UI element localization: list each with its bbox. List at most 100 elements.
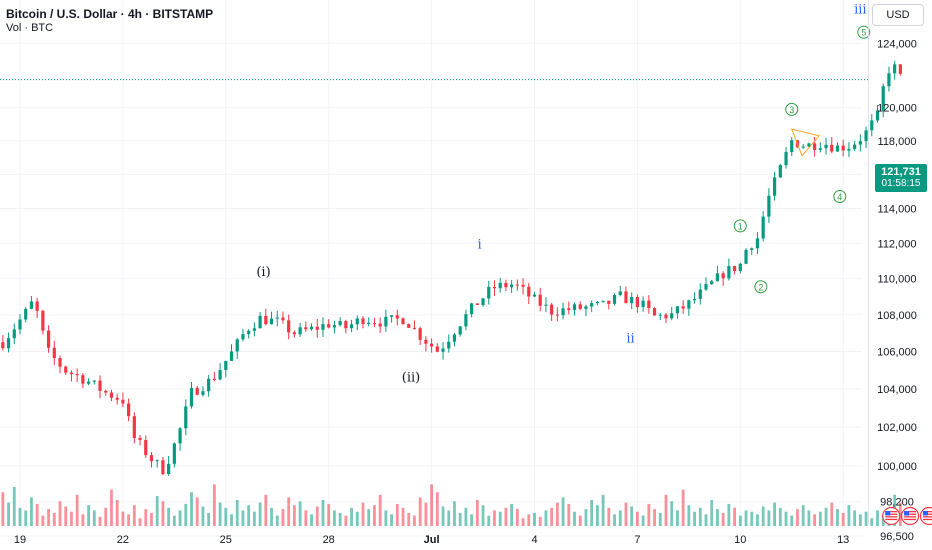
candle-body: [830, 144, 834, 152]
volume-bar: [836, 509, 839, 526]
volume-bar: [498, 511, 502, 526]
volume-bar: [81, 514, 85, 526]
candle-body: [252, 328, 256, 331]
candle-body: [304, 327, 308, 330]
volume-bar: [132, 505, 136, 526]
candle-body: [710, 281, 714, 285]
wave-label-major: (ii): [402, 370, 420, 385]
volume-indicator-label[interactable]: Vol · BTC: [6, 22, 54, 34]
volume-bar: [115, 500, 119, 526]
volume-bar: [207, 513, 211, 526]
candle-body: [670, 313, 674, 319]
candle-body: [269, 318, 274, 325]
volume-bar: [693, 511, 696, 526]
candle-body: [761, 216, 765, 239]
candle-body: [652, 308, 657, 316]
event-flags[interactable]: [882, 506, 932, 526]
volume-bar: [493, 510, 496, 526]
economic-event-flag[interactable]: [900, 506, 920, 526]
volume-bar: [150, 513, 153, 526]
bar-countdown: 01:58:15: [881, 178, 921, 189]
candle-body: [847, 148, 851, 151]
candle-body: [132, 416, 136, 438]
current-price-badge: 121,731 01:58:15: [875, 164, 927, 192]
candle-body: [870, 120, 874, 131]
volume-bar: [750, 511, 754, 526]
wave-label-sub: 4: [837, 192, 842, 202]
candle-body: [624, 291, 628, 304]
candle-body: [264, 315, 268, 325]
volume-bar: [653, 509, 656, 526]
volume-bar: [435, 492, 439, 526]
economic-event-flag[interactable]: [919, 506, 932, 526]
volume-bar: [733, 507, 736, 526]
candle-body: [595, 301, 599, 304]
volume-bar: [567, 503, 571, 526]
candle-body: [430, 343, 434, 347]
volume-bar: [41, 515, 45, 526]
currency-button[interactable]: USD: [872, 4, 924, 26]
volume-bar: [555, 502, 559, 526]
candle-body: [75, 374, 79, 376]
volume-bar: [18, 507, 22, 526]
candle-body: [635, 296, 639, 308]
volume-bar: [590, 500, 594, 526]
candle-body: [281, 317, 285, 321]
candle-body: [687, 300, 691, 309]
volume-bar: [327, 503, 331, 526]
candle-body: [172, 443, 176, 464]
time-tick-label: 22: [117, 534, 129, 546]
candle-body: [161, 460, 165, 475]
volume-bar: [801, 505, 805, 526]
volume-bar: [641, 515, 645, 526]
volume-bar: [481, 505, 485, 526]
candle-body: [475, 303, 479, 305]
candle-body: [104, 390, 108, 393]
wave-label-sub: 3: [789, 105, 794, 115]
candle-body: [212, 378, 216, 380]
candle-body: [115, 397, 119, 400]
volume-bar: [190, 492, 193, 526]
volume-bar: [704, 514, 708, 526]
volume-bar: [778, 507, 782, 526]
time-axis[interactable]: 19222528Jul4710131619222528Aug4: [14, 534, 932, 546]
volume-bar: [681, 489, 685, 526]
volume-bar: [533, 513, 536, 526]
volume-bar: [630, 506, 634, 526]
triangle-pattern: [790, 128, 821, 157]
wave-annotations: (i)(ii)(iii)(iv)(v)iiiiiiivv12345: [256, 2, 871, 385]
volume-bar: [127, 514, 131, 526]
candle-body: [372, 322, 377, 324]
volume-bar: [595, 505, 599, 526]
volume-bar: [670, 501, 674, 526]
candle-body: [538, 294, 542, 306]
candle-body: [492, 286, 497, 289]
volume-bar: [121, 511, 125, 526]
volume-bar: [847, 505, 851, 526]
candle-body: [258, 315, 262, 329]
volume-bar: [155, 496, 159, 526]
candle-body: [590, 303, 594, 307]
flag-stripe: [885, 516, 898, 518]
price-axis[interactable]: 132,000128,000124,000120,000118,000116,0…: [877, 0, 917, 543]
volume-bar: [407, 513, 411, 526]
flag-stripe: [885, 511, 898, 513]
volume-bar: [395, 503, 399, 526]
volume-bar: [367, 509, 371, 526]
candle-body: [458, 326, 462, 335]
price-tick-label: 108,000: [877, 310, 917, 322]
symbol-title[interactable]: Bitcoin / U.S. Dollar · 4h · BITSTAMP: [6, 7, 214, 21]
volume-bar: [70, 511, 73, 526]
candle-body: [715, 273, 720, 282]
volume-bar: [515, 509, 519, 526]
candle-body: [515, 284, 519, 286]
candle-body: [470, 303, 474, 315]
candle-body: [298, 327, 302, 335]
economic-event-flag[interactable]: [882, 506, 901, 526]
candle-body: [544, 304, 548, 306]
volume-bar: [573, 511, 576, 526]
volume-bar: [716, 509, 719, 526]
volume-bar: [418, 497, 422, 526]
volume-bar: [373, 505, 376, 526]
